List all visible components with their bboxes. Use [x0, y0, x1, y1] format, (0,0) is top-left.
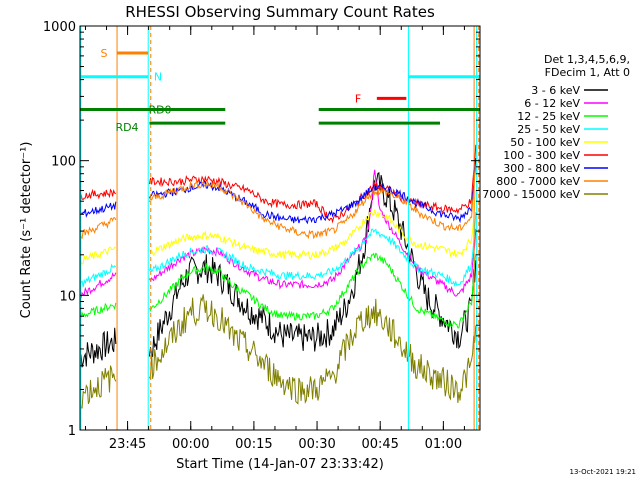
legend-entry-label: 7000 - 15000 keV [482, 188, 580, 201]
series-line-2 [79, 252, 477, 329]
series-group [79, 144, 477, 409]
series-line-8 [79, 294, 477, 409]
x-tick-label: 01:00 [425, 437, 462, 452]
legend-entry-label: 100 - 300 keV [503, 149, 580, 162]
legend-entry-label: 12 - 25 keV [517, 110, 580, 123]
series-line-3 [79, 211, 477, 288]
legend-entry-label: 25 - 50 keV [517, 123, 580, 136]
legend-header-line: Det 1,3,4,5,6,9, [544, 53, 630, 66]
x-tick-label: 23:45 [109, 437, 146, 452]
flag-label-f: F [355, 92, 361, 105]
axes: 1 10 100 1000 23:45 00:00 00:15 00:30 00:45 01:00 [43, 20, 481, 452]
x-tick-label: 00:45 [361, 437, 398, 452]
series-line-7 [79, 168, 477, 240]
flag-label-rd0: RD0 [148, 103, 171, 116]
legend: Det 1,3,4,5,6,9,FDecim 1, Att 0 3 - 6 keV… [482, 53, 630, 201]
plot-frame [79, 25, 481, 431]
y-tick-label: 100 [51, 155, 76, 170]
flag-label-rd4: RD4 [115, 121, 138, 134]
series-line-6 [80, 158, 477, 225]
series-line-1 [79, 169, 477, 299]
y-axis-label: Count Rate (s⁻¹ detector⁻¹) [19, 142, 34, 319]
legend-entry-label: 6 - 12 keV [524, 97, 580, 110]
legend-entry-label: 50 - 100 keV [510, 136, 580, 149]
x-tick-label: 00:30 [298, 437, 335, 452]
x-axis-label: Start Time (14-Jan-07 23:33:42) [176, 457, 384, 472]
x-tick-label: 00:00 [172, 437, 209, 452]
vertical-markers [80, 26, 480, 430]
y-tick-label: 1 [68, 424, 76, 439]
flag-bars: S N RD0 RD4 F [80, 47, 480, 134]
legend-entry-label: 800 - 7000 keV [496, 175, 580, 188]
legend-header-line: FDecim 1, Att 0 [545, 66, 630, 79]
x-tick-label: 00:15 [235, 437, 272, 452]
legend-entry-label: 300 - 800 keV [503, 162, 580, 175]
chart-title: RHESSI Observing Summary Count Rates [125, 3, 435, 21]
y-tick-label: 1000 [43, 20, 76, 35]
flag-label-n: N [154, 71, 162, 84]
flag-label-s: S [101, 47, 108, 60]
legend-entry-label: 3 - 6 keV [531, 84, 580, 97]
timestamp: 13-Oct-2021 19:21 [570, 468, 636, 476]
y-tick-label: 10 [59, 289, 76, 304]
series-line-4 [79, 190, 477, 265]
